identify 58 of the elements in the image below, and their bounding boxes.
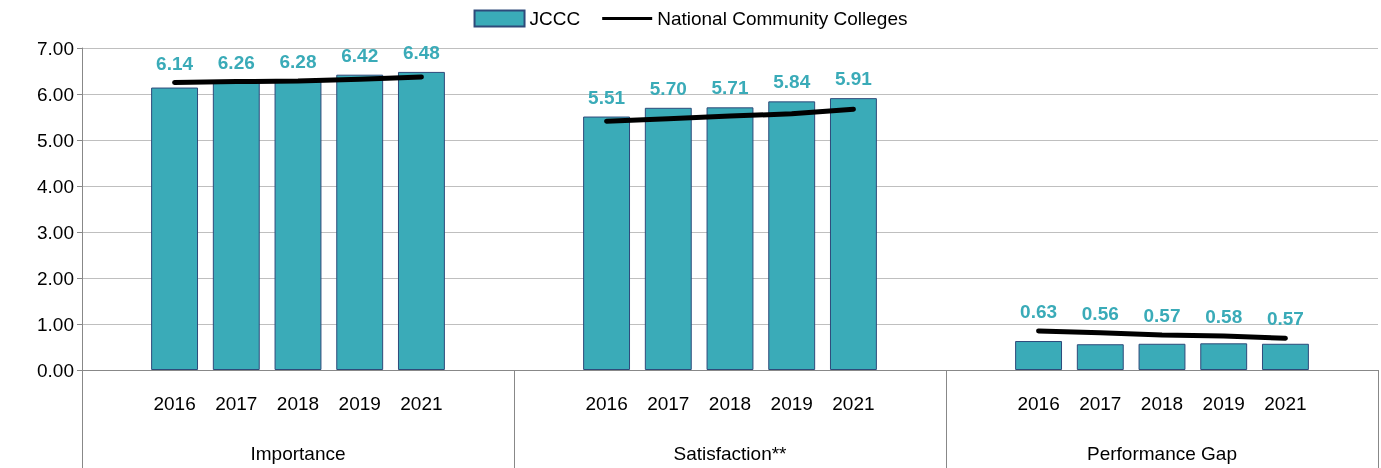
bar	[151, 87, 199, 370]
data-label: 6.48	[402, 41, 440, 63]
data-label: 5.51	[588, 86, 626, 108]
x-tick-label: 2018	[708, 393, 752, 414]
data-label: 6.14	[156, 52, 194, 74]
y-tick-label: 3.00	[37, 221, 74, 243]
data-label: 6.28	[279, 51, 317, 73]
data-label: 0.56	[1081, 302, 1119, 324]
y-tick-label: 2.00	[37, 267, 74, 289]
bar	[829, 98, 877, 370]
data-label: 6.26	[217, 51, 255, 73]
data-label: 5.91	[834, 68, 873, 90]
x-tick-label: 2016	[585, 393, 628, 414]
bar	[583, 116, 631, 370]
bar	[336, 74, 384, 370]
data-label: 0.63	[1020, 300, 1058, 322]
bar	[706, 107, 754, 370]
x-tick-label: 2017	[1079, 393, 1122, 414]
bar	[644, 107, 692, 370]
x-tick-label: 2018	[276, 393, 320, 414]
data-label: 5.70	[649, 77, 687, 99]
bar	[768, 101, 816, 370]
bar	[1200, 343, 1248, 370]
bar	[212, 82, 260, 370]
x-tick-label: 2019	[1202, 393, 1245, 414]
text: Performance Gap	[1087, 443, 1237, 464]
data-label: 0.57	[1143, 305, 1181, 327]
y-tick-label: 4.00	[37, 175, 74, 197]
x-tick-label: 2018	[1140, 393, 1184, 414]
data-label: 6.42	[341, 44, 379, 66]
data-label: 5.71	[711, 77, 749, 99]
data-label: 5.84	[773, 71, 811, 93]
y-tick-label: 5.00	[37, 129, 74, 151]
legend-label: National Community Colleges	[657, 8, 908, 29]
bar	[397, 71, 445, 370]
x-tick-label: 2019	[770, 393, 813, 414]
x-tick-label: 2017	[215, 393, 258, 414]
x-tick-label: 2016	[153, 393, 196, 414]
y-tick-label: 1.00	[37, 313, 74, 335]
x-tick-label: 2019	[338, 393, 381, 414]
text: Importance	[250, 443, 346, 464]
bar	[274, 81, 322, 370]
legend-label: JCCC	[529, 8, 581, 29]
bar	[1076, 344, 1124, 370]
x-tick-label: 2017	[647, 393, 690, 414]
bar	[1138, 343, 1186, 370]
text: Satisfaction**	[673, 443, 788, 464]
x-tick-label: 2021	[400, 393, 443, 414]
bar	[1015, 341, 1063, 370]
y-tick-label: 6.00	[37, 83, 74, 105]
x-tick-label: 2021	[832, 393, 875, 414]
bar	[1261, 343, 1309, 370]
data-label: 0.58	[1205, 305, 1243, 327]
x-tick-label: 2021	[1264, 393, 1307, 414]
x-tick-label: 2016	[1017, 393, 1060, 414]
data-label: 0.57	[1266, 308, 1304, 330]
y-tick-label: 7.00	[37, 37, 74, 59]
y-tick-label: 0.00	[37, 359, 74, 381]
